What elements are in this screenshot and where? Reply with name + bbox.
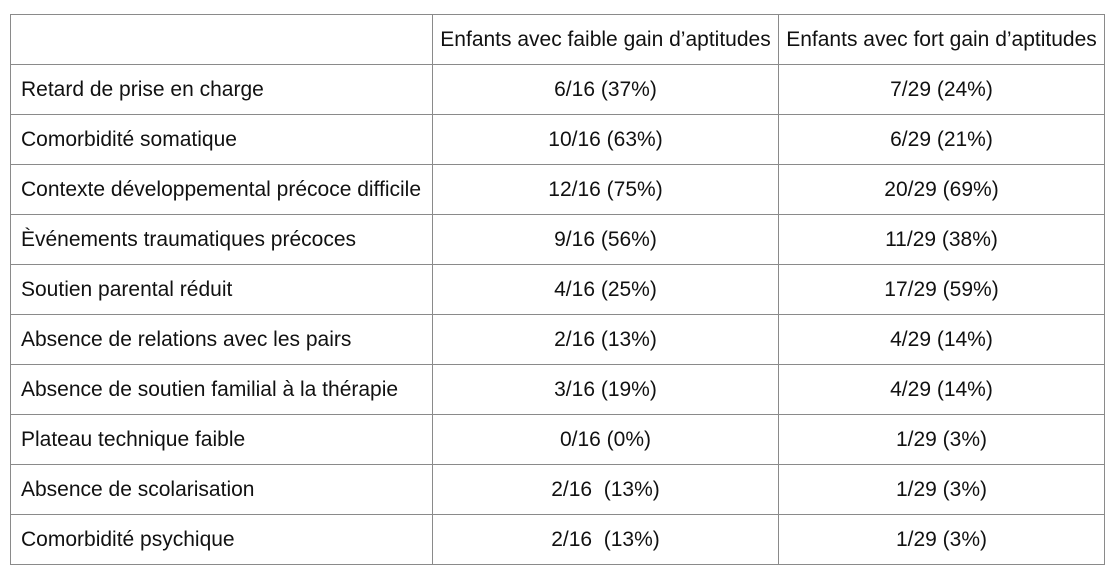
- high-gain-value: 4/29 (14%): [778, 364, 1105, 415]
- table-row: Plateau technique faible 0/16 (0%) 1/29 …: [10, 414, 1105, 465]
- row-label: Absence de relations avec les pairs: [10, 314, 433, 365]
- row-label: Retard de prise en charge: [10, 64, 433, 115]
- header-low-gain: Enfants avec faible gain d’aptitudes: [432, 14, 779, 65]
- table-row: Absence de scolarisation 2/16 (13%) 1/29…: [10, 464, 1105, 515]
- row-label: Èvénements traumatiques précoces: [10, 214, 433, 265]
- table-row: Comorbidité somatique 10/16 (63%) 6/29 (…: [10, 114, 1105, 165]
- row-label: Plateau technique faible: [10, 414, 433, 465]
- table-row: Contexte développemental précoce diffici…: [10, 164, 1105, 215]
- table-row: Absence de soutien familial à la thérapi…: [10, 364, 1105, 415]
- low-gain-value: 4/16 (25%): [432, 264, 779, 315]
- high-gain-value: 6/29 (21%): [778, 114, 1105, 165]
- high-gain-value: 20/29 (69%): [778, 164, 1105, 215]
- high-gain-value: 1/29 (3%): [778, 514, 1105, 565]
- table-row: Èvénements traumatiques précoces 9/16 (5…: [10, 214, 1105, 265]
- low-gain-value: 12/16 (75%): [432, 164, 779, 215]
- row-label: Contexte développemental précoce diffici…: [10, 164, 433, 215]
- table-row: Retard de prise en charge 6/16 (37%) 7/2…: [10, 64, 1105, 115]
- high-gain-value: 4/29 (14%): [778, 314, 1105, 365]
- row-label: Absence de scolarisation: [10, 464, 433, 515]
- high-gain-value: 7/29 (24%): [778, 64, 1105, 115]
- low-gain-value: 10/16 (63%): [432, 114, 779, 165]
- row-label: Comorbidité psychique: [10, 514, 433, 565]
- high-gain-value: 1/29 (3%): [778, 414, 1105, 465]
- table-row: Absence de relations avec les pairs 2/16…: [10, 314, 1105, 365]
- low-gain-value: 2/16 (13%): [432, 314, 779, 365]
- high-gain-value: 17/29 (59%): [778, 264, 1105, 315]
- table-row: Soutien parental réduit 4/16 (25%) 17/29…: [10, 264, 1105, 315]
- header-high-gain: Enfants avec fort gain d’aptitudes: [778, 14, 1105, 65]
- high-gain-value: 1/29 (3%): [778, 464, 1105, 515]
- table-row: Comorbidité psychique 2/16 (13%) 1/29 (3…: [10, 514, 1105, 565]
- row-label: Soutien parental réduit: [10, 264, 433, 315]
- low-gain-value: 6/16 (37%): [432, 64, 779, 115]
- low-gain-value: 3/16 (19%): [432, 364, 779, 415]
- header-empty-cell: [10, 14, 433, 65]
- row-label: Absence de soutien familial à la thérapi…: [10, 364, 433, 415]
- low-gain-value: 9/16 (56%): [432, 214, 779, 265]
- results-table: Enfants avec faible gain d’aptitudes Enf…: [10, 14, 1105, 565]
- low-gain-value: 2/16 (13%): [432, 514, 779, 565]
- row-label: Comorbidité somatique: [10, 114, 433, 165]
- high-gain-value: 11/29 (38%): [778, 214, 1105, 265]
- low-gain-value: 0/16 (0%): [432, 414, 779, 465]
- low-gain-value: 2/16 (13%): [432, 464, 779, 515]
- header-row: Enfants avec faible gain d’aptitudes Enf…: [10, 14, 1105, 65]
